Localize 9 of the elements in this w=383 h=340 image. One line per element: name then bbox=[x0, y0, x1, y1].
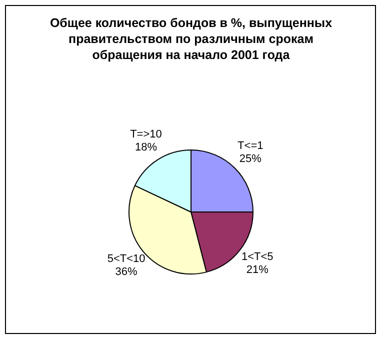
data-label: 25% bbox=[239, 153, 262, 166]
slice-label: 5<T<10 bbox=[107, 253, 146, 266]
data-label: 18% bbox=[134, 142, 158, 154]
data-label: 21% bbox=[246, 264, 269, 276]
slice-label: 1<T<5 bbox=[241, 251, 274, 264]
slice-label: T<=1 bbox=[238, 140, 264, 152]
chart-title: Общее количество бондов в %, выпущенных правительством по различным срокам обращения на начало 2001 года bbox=[48, 15, 334, 63]
slice-label: T=>10 bbox=[130, 128, 162, 141]
data-label: 36% bbox=[115, 266, 138, 278]
